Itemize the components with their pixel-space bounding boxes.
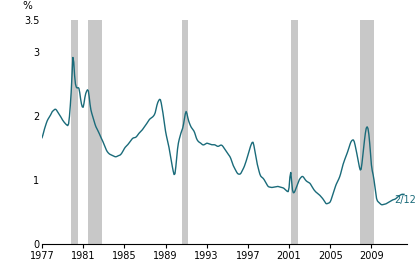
Bar <box>88 20 102 244</box>
Bar <box>182 20 188 244</box>
Text: %: % <box>22 1 32 11</box>
Text: 2/12: 2/12 <box>394 195 416 205</box>
Bar <box>360 20 375 244</box>
Bar <box>291 20 298 244</box>
Bar <box>71 20 78 244</box>
